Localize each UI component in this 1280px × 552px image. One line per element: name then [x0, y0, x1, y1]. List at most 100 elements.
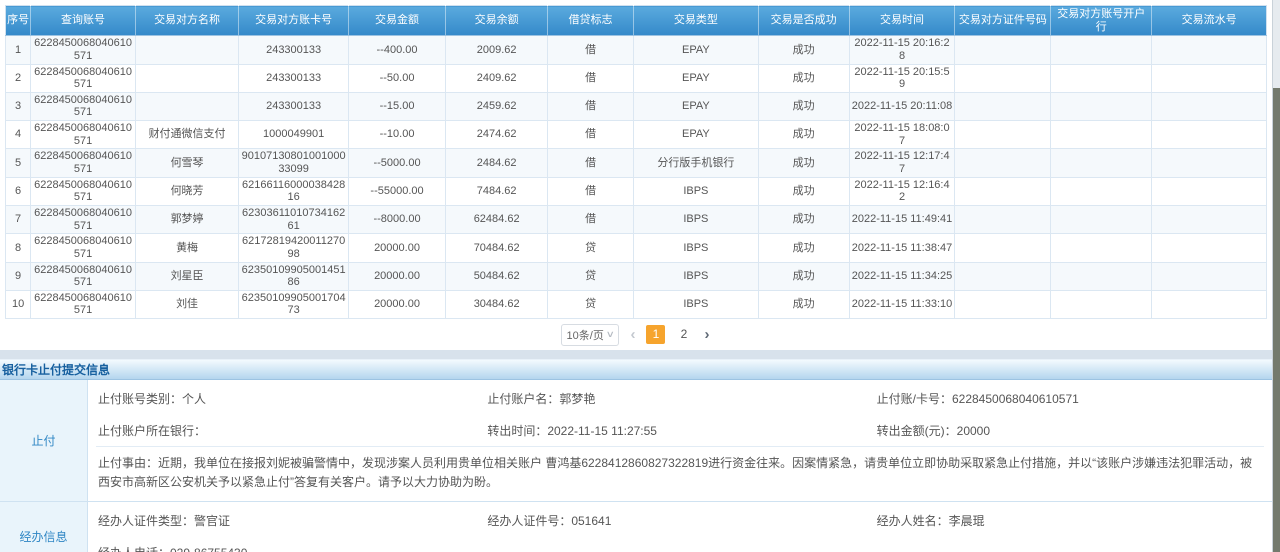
table-row: 2 6228450068040610571 243300133 --50.00 2409… [4, 63, 1267, 93]
page-button-2[interactable]: 2 [680, 327, 688, 342]
cell: IBPS [632, 176, 759, 206]
cell: 243300133 [238, 91, 349, 122]
cell: 借 [547, 35, 634, 65]
cell: 6216611600003842816 [238, 176, 349, 206]
stop-payment-panel: 银行卡止付提交信息 止付 止付账号类别：个人 止付账户名：郭梦艳 止付账/卡号：62… [0, 359, 1272, 552]
cell: 贷 [547, 233, 634, 263]
page-size-label: 10条/页 [566, 329, 604, 342]
cell [1050, 176, 1153, 206]
cell: 2009.62 [445, 35, 549, 65]
transactions-area: 序号 查询账号 交易对方名称 交易对方账卡号 交易金额 交易余额 借贷标志 交易类型 交易是否成… [4, 5, 1267, 351]
page-size-select[interactable]: 10条/页 ∨ [560, 323, 620, 346]
info-field: 止付账/卡号：6228450068040610571 [876, 392, 1079, 407]
info-field: 转出金额(元)：20000 [876, 424, 991, 439]
cell: 5 [4, 148, 32, 178]
cell: --55000.00 [347, 176, 447, 206]
cell: 贷 [547, 289, 634, 320]
cell: EPAY [632, 35, 759, 65]
cell: 243300133 [238, 35, 349, 65]
cell: 6228450068040610571 [30, 63, 136, 93]
cell: --400.00 [347, 35, 447, 65]
cell: 借 [547, 148, 634, 178]
cell: 刘星臣 [134, 261, 240, 291]
cell [134, 35, 240, 65]
table-row: 8 6228450068040610571 黄梅 621728194200112709… [4, 233, 1267, 263]
table-row: 1 6228450068040610571 243300133 --400.00 200… [4, 35, 1267, 65]
table-row: 5 6228450068040610571 何雪琴 90107130801001000… [4, 148, 1267, 178]
column-header: 交易对方名称 [135, 5, 240, 37]
cell: 6 [4, 176, 32, 206]
cell: 50484.62 [445, 261, 549, 291]
cell: IBPS [632, 233, 759, 263]
cell [1050, 91, 1153, 122]
stop-payment-row-label: 止付 [0, 380, 88, 502]
cell [1151, 148, 1267, 178]
cell [954, 91, 1052, 122]
cell: 1 [4, 35, 32, 65]
cell: 6235010990500145186 [238, 261, 349, 291]
page-button-1[interactable]: 1 [646, 325, 666, 345]
cell: 成功 [757, 176, 850, 206]
cell [1050, 261, 1153, 291]
cell [1151, 204, 1267, 235]
cell [1050, 148, 1153, 178]
info-field: 经办人证件类型：警官证 [98, 514, 231, 529]
transactions-table: 序号 查询账号 交易对方名称 交易对方账卡号 交易金额 交易余额 借贷标志 交易类型 交易是否成… [4, 5, 1267, 320]
cell [954, 120, 1052, 150]
cell: 243300133 [238, 63, 349, 93]
cell: 6235010990500170473 [238, 289, 349, 320]
cell: 借 [547, 176, 634, 206]
cell: 2022-11-15 20:16:28 [848, 35, 956, 65]
chevron-down-icon: ∨ [605, 329, 615, 340]
cell: 成功 [757, 35, 850, 65]
cell: 6217281942001127098 [238, 233, 349, 263]
cell: 成功 [757, 148, 850, 178]
cell: 刘佳 [134, 289, 240, 320]
table-row: 6 6228450068040610571 何晓芳 62166116000038428… [4, 176, 1267, 206]
cell [1050, 233, 1153, 263]
cell: 7 [4, 204, 32, 235]
cell [1151, 289, 1267, 320]
scrollbar-thumb[interactable] [1273, 88, 1280, 552]
cell [134, 91, 240, 122]
stop-payment-row-content: 止付账号类别：个人 止付账户名：郭梦艳 止付账/卡号：622845006804061… [88, 380, 1272, 501]
cell [1151, 261, 1267, 291]
cell: 2022-11-15 11:49:41 [848, 204, 956, 235]
cell: 2022-11-15 18:08:07 [848, 120, 956, 150]
cell [1050, 289, 1153, 320]
cell [1151, 233, 1267, 263]
cell: 70484.62 [445, 233, 549, 263]
cell: IBPS [632, 204, 759, 235]
cell: 20000.00 [347, 233, 447, 263]
prev-page-button[interactable]: ‹ [630, 326, 636, 344]
stop-payment-reason: 止付事由：近期，我单位在接报刘妮被骗警情中，发现涉案人员利用贵单位相关账户 曹鸿… [96, 446, 1264, 499]
handler-info-row-content: 经办人证件类型：警官证 经办人证件号：051641 经办人姓名：李晨琨经办人电话：0… [88, 502, 1272, 552]
info-field: 经办人电话：029-86755430 [96, 536, 485, 552]
next-page-button[interactable]: › [704, 326, 710, 344]
info-field: 止付账户所在银行： [98, 424, 207, 439]
stop-payment-row: 止付 止付账号类别：个人 止付账户名：郭梦艳 止付账/卡号：622845006804… [0, 380, 1272, 503]
cell: --15.00 [347, 91, 447, 122]
cell: 6228450068040610571 [30, 91, 136, 122]
cell: 2484.62 [445, 148, 549, 178]
cell: 6228450068040610571 [30, 176, 136, 206]
cell: 郭梦婷 [134, 204, 240, 235]
column-header: 交易金额 [348, 5, 447, 37]
cell: 分行版手机银行 [632, 148, 759, 178]
info-field: 经办人姓名：李晨琨 [876, 514, 985, 529]
cell: EPAY [632, 63, 759, 93]
cell [134, 63, 240, 93]
cell: 6228450068040610571 [30, 204, 136, 235]
cell: 2022-11-15 11:38:47 [848, 233, 956, 263]
vertical-scrollbar[interactable] [1272, 0, 1280, 552]
cell: 财付通微信支付 [134, 120, 240, 150]
cell [1151, 120, 1267, 150]
cell: --5000.00 [347, 148, 447, 178]
cell: 2022-11-15 11:33:10 [848, 289, 956, 320]
cell [1050, 35, 1153, 65]
cell: 6230361101073416261 [238, 204, 349, 235]
cell: 10 [4, 289, 32, 320]
table-row: 10 6228450068040610571 刘佳 62350109905001704… [4, 289, 1267, 320]
